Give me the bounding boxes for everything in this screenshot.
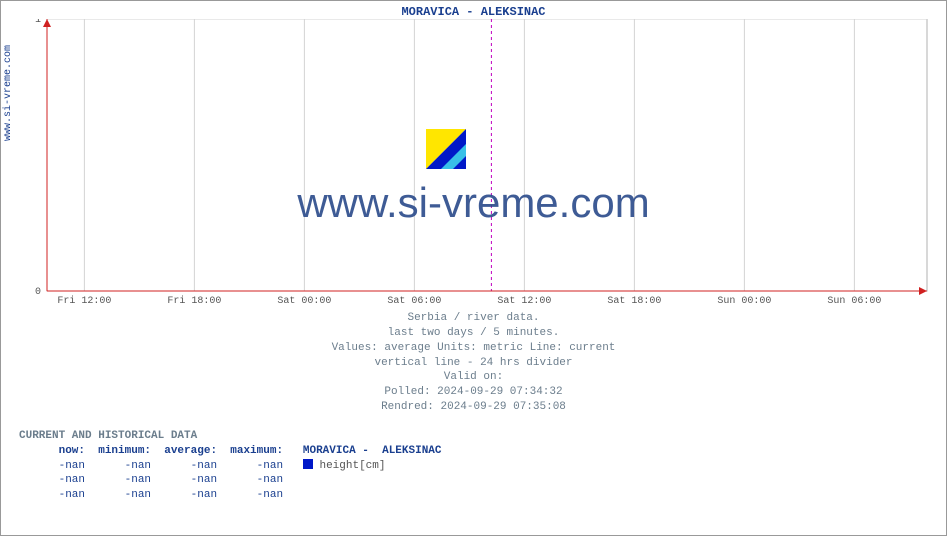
chart-title: MORAVICA - ALEKSINAC <box>1 5 946 19</box>
data-section: CURRENT AND HISTORICAL DATA now: minimum… <box>19 429 946 503</box>
svg-text:Sat 12:00: Sat 12:00 <box>497 296 551 307</box>
svg-text:Sat 06:00: Sat 06:00 <box>387 296 441 307</box>
data-header-row: now: minimum: average: maximum: MORAVICA… <box>19 444 946 459</box>
data-heading: CURRENT AND HISTORICAL DATA <box>19 429 946 444</box>
meta-line: Polled: 2024-09-29 07:34:32 <box>1 385 946 400</box>
plot-area: 0 1 Fri 12:00 Fri 18:00 Sat 00:00 Sat 06:00 Sa… <box>1 19 946 309</box>
data-row: -nan -nan -nan -nan <box>19 473 946 488</box>
meta-line: Rendred: 2024-09-29 07:35:08 <box>1 400 946 415</box>
meta-line: Values: average Units: metric Line: curr… <box>1 341 946 356</box>
svg-text:Fri 18:00: Fri 18:00 <box>167 295 221 307</box>
svg-text:0: 0 <box>35 287 41 298</box>
meta-line: Serbia / river data. <box>1 311 946 326</box>
svg-text:Sat 18:00: Sat 18:00 <box>607 296 661 307</box>
chart-svg: 0 1 Fri 12:00 Fri 18:00 Sat 00:00 Sat 06:00 Sa… <box>1 19 947 309</box>
meta-block: Serbia / river data. last two days / 5 m… <box>1 311 946 415</box>
data-row: -nan -nan -nan -nan <box>19 488 946 503</box>
svg-text:Sat 00:00: Sat 00:00 <box>277 296 331 307</box>
svg-text:Sun 00:00: Sun 00:00 <box>717 296 771 307</box>
series-swatch-icon <box>303 459 313 469</box>
svg-text:1: 1 <box>35 19 41 26</box>
data-row: -nan -nan -nan -nan height[cm] <box>19 459 946 474</box>
meta-line: vertical line - 24 hrs divider <box>1 356 946 371</box>
meta-line: Valid on: <box>1 370 946 385</box>
meta-line: last two days / 5 minutes. <box>1 326 946 341</box>
svg-text:Fri 12:00: Fri 12:00 <box>57 295 111 307</box>
svg-text:Sun 06:00: Sun 06:00 <box>827 296 881 307</box>
chart-frame: MORAVICA - ALEKSINAC www.si-vreme.com 01… <box>0 0 947 536</box>
